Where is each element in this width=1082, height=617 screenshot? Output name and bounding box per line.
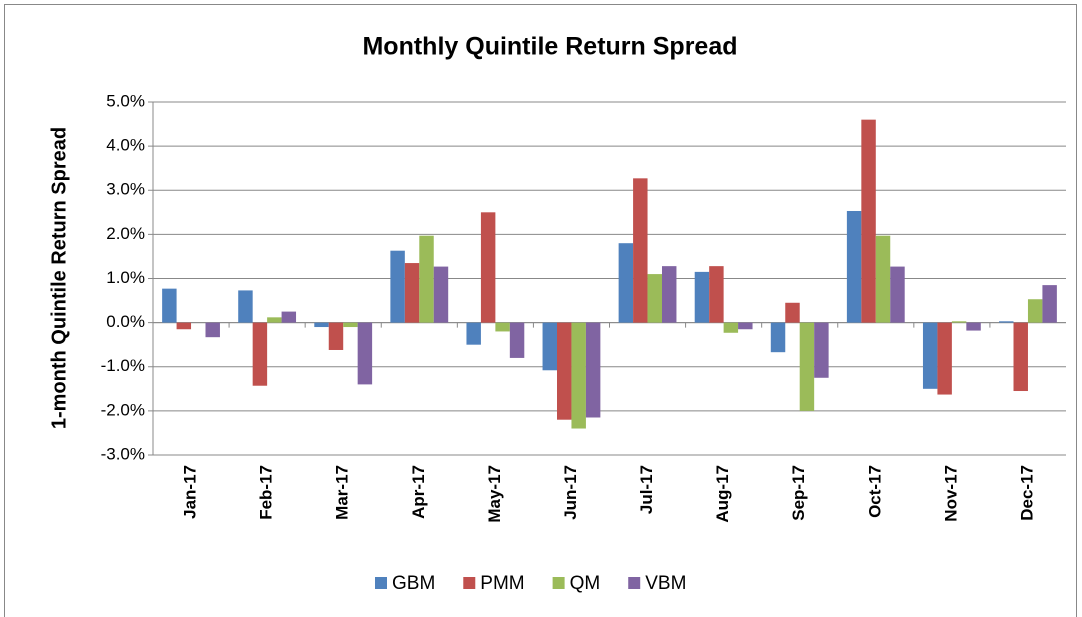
bar bbox=[267, 317, 282, 323]
bar bbox=[1013, 322, 1028, 392]
x-tick-label: Mar-17 bbox=[333, 465, 352, 520]
bar bbox=[738, 322, 753, 330]
x-tick-label: Jul-17 bbox=[637, 465, 656, 514]
y-tick-label: 2.0% bbox=[106, 224, 145, 243]
bar bbox=[404, 263, 420, 323]
bar bbox=[509, 322, 525, 358]
bar bbox=[846, 210, 862, 323]
bar bbox=[861, 119, 876, 323]
bar bbox=[542, 322, 558, 371]
bar bbox=[633, 178, 648, 323]
bar bbox=[647, 274, 662, 323]
legend-label: QM bbox=[570, 573, 601, 594]
bar bbox=[480, 212, 496, 323]
bar bbox=[343, 322, 358, 328]
bar bbox=[723, 322, 739, 333]
bar bbox=[999, 321, 1014, 323]
legend-label: PMM bbox=[480, 573, 524, 594]
legend-swatch bbox=[628, 577, 641, 589]
y-tick-label: 4.0% bbox=[106, 136, 145, 155]
y-tick-label: 3.0% bbox=[106, 180, 145, 199]
bar bbox=[709, 266, 724, 323]
x-tick-label: Jun-17 bbox=[561, 465, 580, 520]
bar bbox=[419, 235, 434, 323]
x-tick-label: Aug-17 bbox=[713, 465, 732, 523]
bar bbox=[557, 322, 572, 420]
bar bbox=[799, 322, 815, 411]
bar bbox=[694, 271, 710, 323]
y-tick-label: 5.0% bbox=[106, 91, 145, 110]
bar bbox=[328, 322, 344, 350]
bar bbox=[1042, 285, 1057, 323]
bar bbox=[571, 322, 586, 429]
bar bbox=[390, 250, 405, 323]
bar bbox=[314, 322, 329, 328]
x-tick-label: Sep-17 bbox=[789, 465, 808, 521]
bar bbox=[252, 322, 268, 386]
bar bbox=[770, 322, 786, 353]
bar bbox=[966, 322, 981, 331]
bar bbox=[875, 235, 891, 323]
x-tick-label: Oct-17 bbox=[865, 465, 884, 518]
y-axis-label: 1-month Quintile Return Spread bbox=[48, 127, 70, 429]
y-tick-label: 1.0% bbox=[106, 268, 145, 287]
x-tick-label: Apr-17 bbox=[409, 465, 428, 519]
bar bbox=[937, 322, 952, 395]
bar bbox=[238, 290, 253, 323]
chart-title: Monthly Quintile Return Spread bbox=[362, 33, 737, 61]
bar bbox=[205, 322, 220, 338]
bar bbox=[785, 302, 800, 323]
bar bbox=[176, 322, 192, 330]
x-tick-label: Nov-17 bbox=[941, 465, 960, 522]
legend-swatch bbox=[463, 577, 476, 589]
legend-label: GBM bbox=[392, 573, 435, 594]
y-tick-label: -1.0% bbox=[101, 356, 145, 375]
legend-swatch bbox=[552, 577, 565, 589]
bar bbox=[1027, 299, 1043, 323]
bar bbox=[281, 311, 297, 323]
bar bbox=[618, 243, 634, 323]
bar bbox=[951, 321, 967, 323]
legend-swatch bbox=[375, 577, 387, 589]
bar bbox=[661, 266, 677, 323]
bar bbox=[890, 266, 905, 323]
bar bbox=[466, 322, 481, 345]
x-tick-label: May-17 bbox=[485, 465, 504, 523]
bar bbox=[585, 322, 601, 418]
legend-label: VBM bbox=[645, 573, 686, 594]
bar bbox=[433, 266, 449, 323]
bar bbox=[162, 288, 177, 323]
y-tick-label: 0.0% bbox=[106, 312, 145, 331]
x-tick-label: Feb-17 bbox=[257, 465, 276, 520]
y-tick-label: -2.0% bbox=[101, 400, 145, 419]
y-tick-label: -3.0% bbox=[101, 444, 145, 463]
bar bbox=[814, 322, 829, 378]
bar bbox=[922, 322, 938, 389]
x-tick-label: Dec-17 bbox=[1017, 465, 1036, 521]
x-tick-label: Jan-17 bbox=[181, 465, 200, 519]
bar bbox=[357, 322, 373, 385]
bar bbox=[495, 322, 510, 332]
